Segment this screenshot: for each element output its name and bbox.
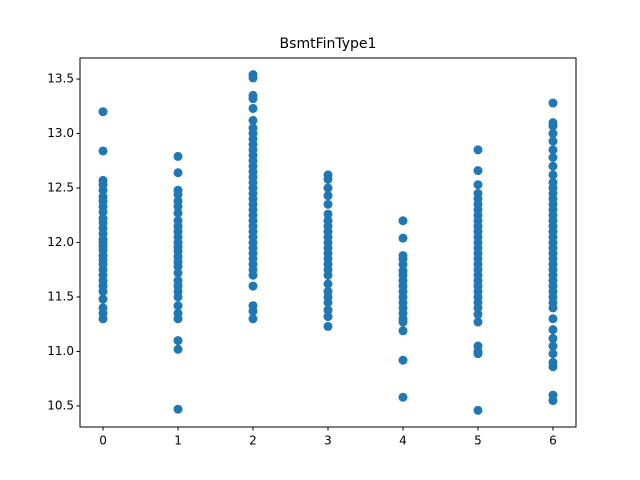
point (398, 355, 408, 365)
point (98, 207, 108, 217)
point (398, 233, 408, 243)
point (98, 185, 108, 195)
y-tick-label: 13.5 (47, 72, 74, 86)
point (248, 270, 258, 280)
point (473, 405, 483, 415)
x-tick-label: 3 (324, 434, 332, 448)
x-tick-label: 0 (99, 434, 107, 448)
point (398, 317, 408, 327)
point (248, 314, 258, 324)
point (98, 146, 108, 156)
y-tick-label: 11.5 (47, 289, 74, 303)
point (248, 73, 258, 83)
point (323, 209, 333, 219)
point (548, 341, 558, 351)
point (173, 261, 183, 271)
point (173, 336, 183, 346)
point (323, 297, 333, 307)
point (548, 161, 558, 171)
point (173, 344, 183, 354)
point (548, 129, 558, 139)
point (248, 281, 258, 291)
point (173, 301, 183, 311)
point (173, 268, 183, 278)
point (473, 180, 483, 190)
point (173, 202, 183, 212)
point (173, 208, 183, 218)
point (473, 349, 483, 359)
point (473, 309, 483, 319)
point (323, 321, 333, 331)
point (398, 326, 408, 336)
point (548, 303, 558, 313)
point (323, 270, 333, 280)
point (548, 98, 558, 108)
point (548, 121, 558, 131)
point (173, 151, 183, 161)
point (548, 314, 558, 324)
point (323, 183, 333, 193)
x-tick-label: 4 (399, 434, 407, 448)
point (323, 305, 333, 315)
point (173, 168, 183, 178)
point (473, 166, 483, 176)
y-tick-label: 12.0 (47, 235, 74, 249)
chart-title: BsmtFinType1 (280, 36, 377, 52)
point (398, 259, 408, 269)
point (548, 333, 558, 343)
x-tick-label: 5 (474, 434, 482, 448)
point (398, 216, 408, 226)
point (98, 107, 108, 117)
point (173, 404, 183, 414)
point (548, 145, 558, 155)
y-tick-label: 13.0 (47, 126, 74, 140)
point (173, 292, 183, 302)
point (548, 325, 558, 335)
point (323, 174, 333, 184)
point (473, 317, 483, 327)
point (248, 103, 258, 113)
point (548, 136, 558, 146)
y-tick-label: 10.5 (47, 398, 74, 412)
y-tick-label: 12.5 (47, 181, 74, 195)
y-tick-label: 11.0 (47, 344, 74, 358)
x-tick-label: 6 (549, 434, 557, 448)
point (323, 199, 333, 209)
point (473, 145, 483, 155)
point (248, 306, 258, 316)
plot-area (98, 70, 558, 415)
point (248, 94, 258, 104)
point (323, 312, 333, 322)
point (473, 303, 483, 313)
point (173, 314, 183, 324)
point (173, 190, 183, 200)
point (398, 392, 408, 402)
point (98, 294, 108, 304)
point (548, 396, 558, 406)
point (548, 362, 558, 372)
x-tick-label: 1 (174, 434, 182, 448)
x-tick-label: 2 (249, 434, 257, 448)
point (548, 170, 558, 180)
point (323, 279, 333, 289)
point (548, 152, 558, 162)
point (323, 191, 333, 201)
point (548, 349, 558, 359)
point (248, 115, 258, 125)
point (98, 314, 108, 324)
point (98, 287, 108, 297)
